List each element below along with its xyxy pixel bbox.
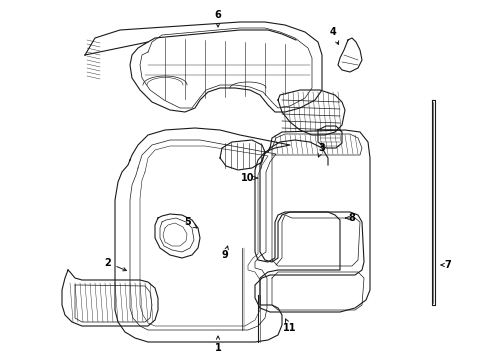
- Text: 2: 2: [105, 258, 126, 271]
- Text: 9: 9: [221, 246, 228, 260]
- Text: 3: 3: [318, 143, 325, 157]
- Text: 5: 5: [185, 217, 197, 228]
- Text: 10: 10: [241, 173, 258, 183]
- Text: 8: 8: [345, 213, 355, 223]
- Text: 1: 1: [215, 336, 221, 353]
- Text: 6: 6: [215, 10, 221, 27]
- Text: 7: 7: [441, 260, 451, 270]
- Text: 11: 11: [283, 319, 297, 333]
- Text: 4: 4: [330, 27, 339, 45]
